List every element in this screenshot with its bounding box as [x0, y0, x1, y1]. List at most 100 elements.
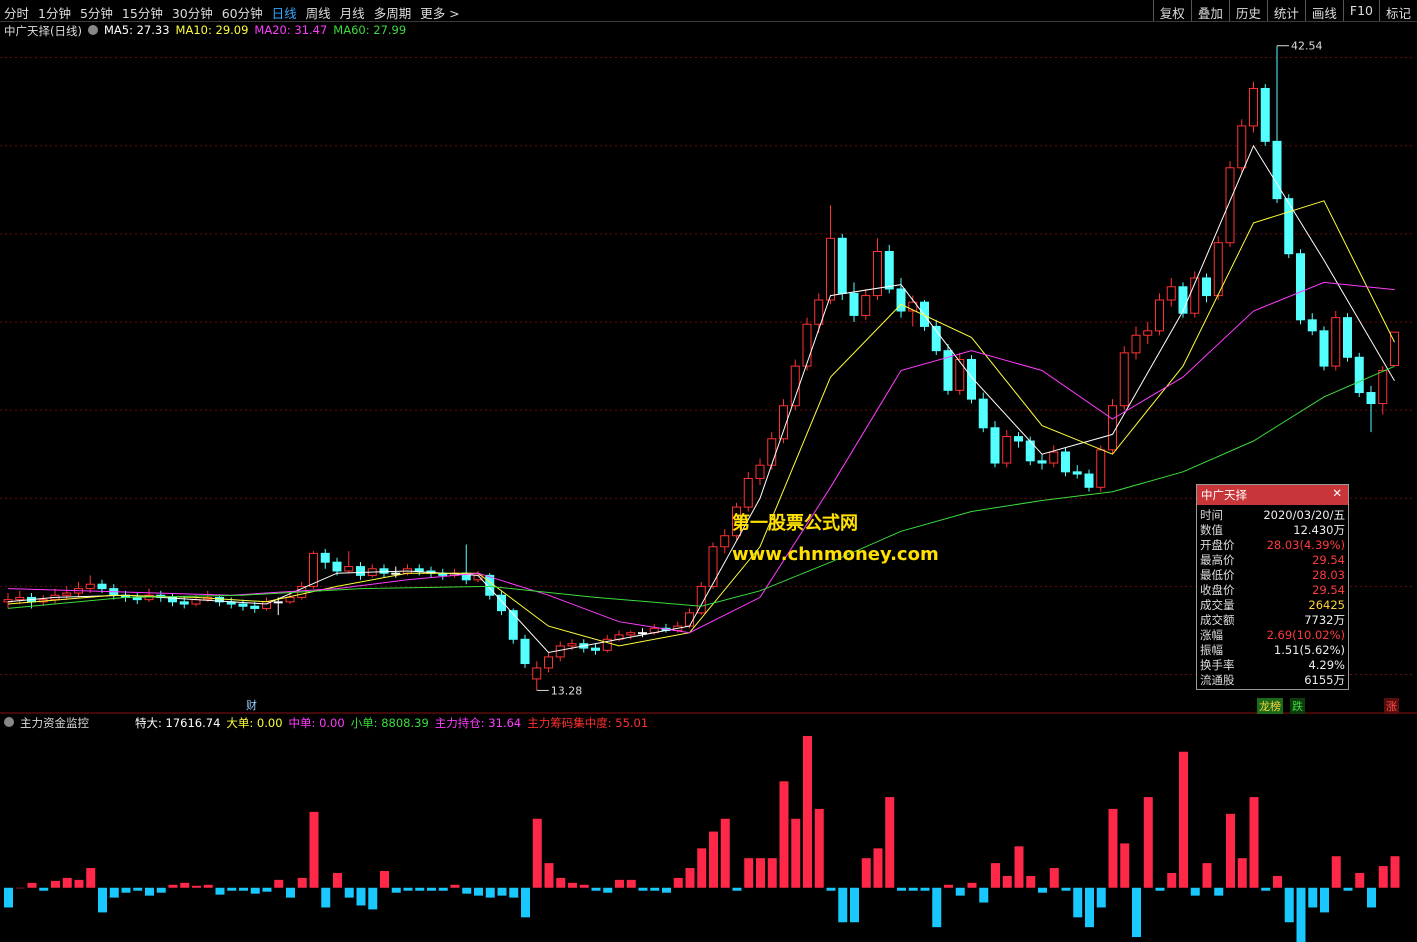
- info-rows: 时间 2020/03/20/五 数值 12.430万 开盘价 28.03(4.39%) 最高…: [1197, 505, 1348, 688]
- tool-button[interactable]: 画线: [1304, 0, 1343, 21]
- settings-icon[interactable]: [87, 25, 98, 35]
- period-tab[interactable]: 5分钟: [79, 6, 113, 21]
- tool-button[interactable]: F10: [1342, 0, 1379, 21]
- tool-button[interactable]: 叠加: [1190, 0, 1229, 21]
- period-tab[interactable]: 多周期: [373, 6, 412, 21]
- flow-bar: [1390, 856, 1400, 888]
- flow-bar: [39, 887, 49, 891]
- period-tab[interactable]: 15分钟: [121, 6, 163, 21]
- candle-body: [191, 599, 201, 605]
- candle-body: [555, 645, 565, 658]
- period-tab[interactable]: 分时: [4, 6, 30, 21]
- legend-entry: MA10: 29.09: [175, 23, 249, 37]
- flow-bar: [732, 887, 742, 891]
- candle-body: [602, 638, 612, 651]
- candle-body: [1296, 253, 1305, 321]
- legend-entry: MA20: 31.47: [254, 23, 328, 37]
- candle-body: [15, 596, 25, 601]
- candle-body: [1319, 330, 1329, 367]
- flow-bar: [27, 882, 37, 888]
- period-tab[interactable]: 1分钟: [38, 6, 71, 21]
- info-row: 收盘价 29.54: [1197, 583, 1348, 598]
- flow-bar: [74, 879, 84, 888]
- flow-bar: [615, 879, 624, 888]
- flow-bar: [4, 887, 13, 908]
- flow-bar: [626, 879, 636, 888]
- watermark: 第一股票公式网: [732, 513, 858, 534]
- candle-body: [790, 365, 800, 407]
- flow-bar: [1085, 887, 1094, 928]
- flow-bar: [838, 887, 848, 923]
- flow-bar: [485, 887, 495, 898]
- flow-bar: [497, 887, 507, 896]
- candle-body: [720, 535, 730, 548]
- tool-button[interactable]: 统计: [1266, 0, 1305, 21]
- flow-bar: [544, 863, 554, 888]
- candle-body: [1178, 286, 1188, 314]
- flow-bar: [15, 887, 25, 889]
- candle-body: [1213, 242, 1223, 297]
- flow-bar: [1320, 887, 1329, 913]
- indicator-value: 大单: 0.00: [226, 716, 283, 730]
- info-label: 数值: [1200, 523, 1223, 537]
- flow-bar: [697, 848, 707, 888]
- candle-body: [826, 237, 835, 301]
- flow-bar: [215, 887, 225, 895]
- flow-bar: [1284, 887, 1294, 923]
- info-row: 时间 2020/03/20/五: [1197, 508, 1348, 523]
- flow-bar: [908, 887, 918, 891]
- candle-body: [591, 647, 600, 651]
- badge[interactable]: 跌: [1290, 698, 1305, 714]
- candle-body: [1096, 449, 1106, 488]
- period-tab[interactable]: 更多 >: [420, 6, 460, 21]
- flow-bar: [991, 863, 1000, 888]
- toolbar: 分时 1分钟 5分钟 15分钟 30分钟 60分钟 日线 周线 月线 多周期 更多 > 复权 叠加 历史…: [0, 0, 1417, 22]
- info-label: 时间: [1200, 508, 1223, 522]
- flow-bar: [1096, 887, 1106, 908]
- badge[interactable]: 涨: [1384, 698, 1399, 714]
- indicator-value: 小单: 8808.39: [350, 716, 429, 730]
- candle-body: [3, 599, 13, 603]
- info-value: 12.430万: [1293, 523, 1345, 537]
- tool-button[interactable]: 标记: [1378, 0, 1417, 21]
- candle-body: [626, 632, 636, 636]
- candle-body: [967, 358, 976, 400]
- flow-bar: [1296, 887, 1306, 942]
- tool-button[interactable]: 历史: [1228, 0, 1267, 21]
- indicator-value: 主力筹码集中度: 55.01: [527, 716, 649, 730]
- flow-bar: [532, 818, 542, 888]
- candle-body: [1249, 87, 1258, 127]
- close-button[interactable]: ✕: [1332, 486, 1342, 500]
- event-marker[interactable]: 财: [246, 699, 257, 712]
- flow-bar: [450, 884, 460, 888]
- period-tab[interactable]: 月线: [339, 6, 365, 21]
- flow-bar: [250, 887, 260, 894]
- candle-body: [344, 566, 354, 572]
- badge[interactable]: 龙榜: [1257, 698, 1283, 714]
- info-label: 开盘价: [1200, 538, 1235, 552]
- candle-body: [779, 405, 788, 440]
- flow-bar: [521, 887, 530, 918]
- period-tab[interactable]: 30分钟: [171, 6, 213, 21]
- period-tab[interactable]: 周线: [305, 6, 331, 21]
- period-tab[interactable]: 60分钟: [221, 6, 263, 21]
- info-value: 28.03: [1312, 568, 1345, 582]
- info-row: 成交量 26425: [1197, 598, 1348, 613]
- candle-body: [285, 596, 295, 603]
- flow-bar: [1355, 872, 1365, 888]
- candle-body: [1284, 198, 1294, 255]
- flow-bar: [203, 884, 213, 888]
- candle-body: [544, 656, 553, 669]
- flow-bar: [814, 808, 824, 888]
- candle-body: [696, 585, 706, 614]
- info-value: 6155万: [1304, 673, 1345, 687]
- settings-icon[interactable]: [4, 717, 14, 727]
- flow-bar: [756, 858, 765, 888]
- flow-bar: [1167, 872, 1177, 888]
- candle-body: [97, 583, 107, 590]
- candle-body: [1072, 471, 1082, 475]
- flow-bar: [474, 887, 483, 896]
- period-tab[interactable]: 日线: [271, 6, 297, 21]
- tool-button[interactable]: 复权: [1152, 0, 1191, 21]
